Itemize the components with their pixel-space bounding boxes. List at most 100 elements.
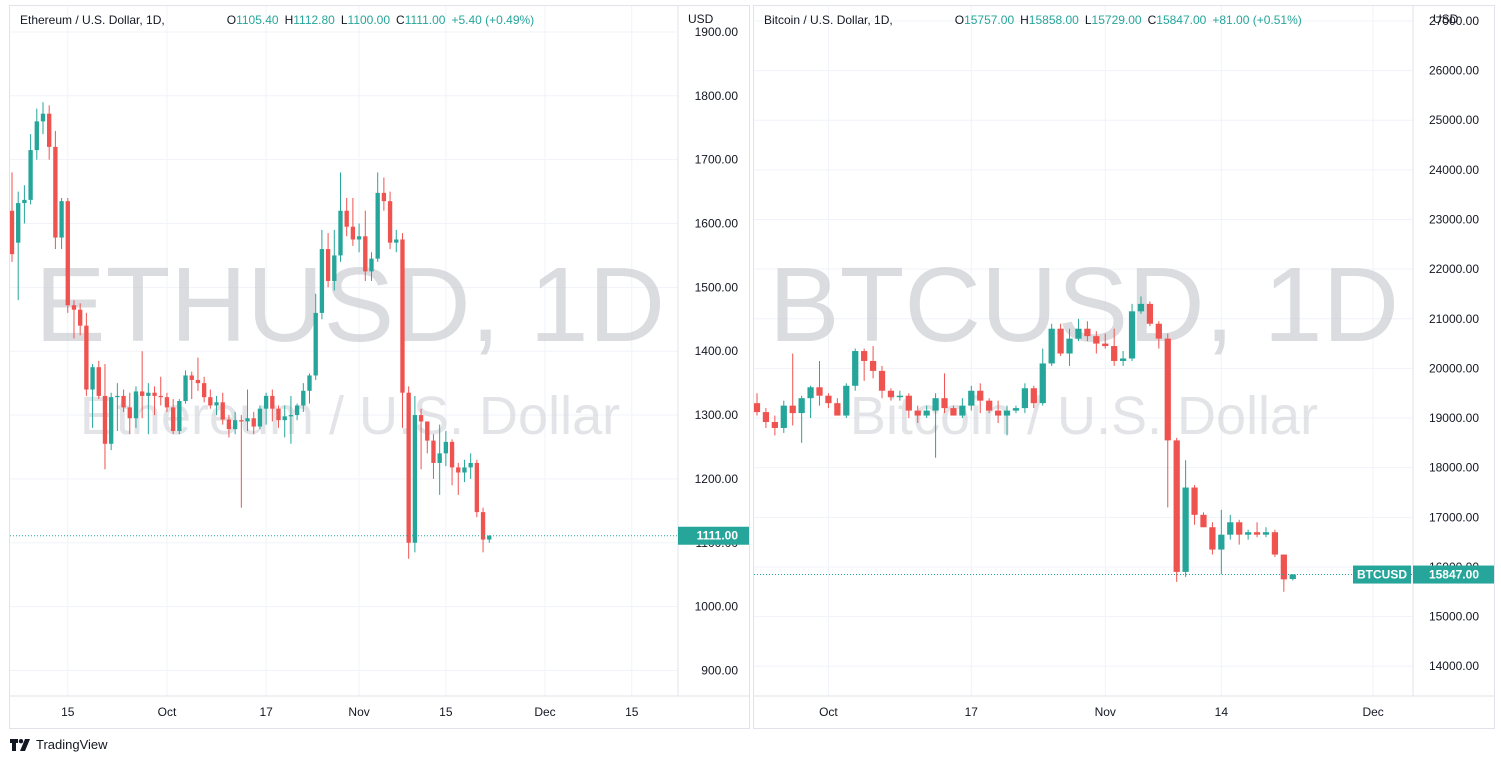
eth-x-tick-label: Dec bbox=[534, 705, 555, 719]
eth-candle-body bbox=[394, 239, 399, 243]
eth-candle-body bbox=[189, 375, 194, 380]
eth-candle-body bbox=[121, 395, 126, 408]
eth-candle-body bbox=[356, 236, 362, 240]
eth-candle-body bbox=[164, 397, 170, 408]
eth-candle-body bbox=[462, 467, 467, 473]
eth-last-price-badge bbox=[678, 526, 749, 545]
btc-candle-body bbox=[1164, 338, 1171, 441]
btc-last-price-label: 15847.00 bbox=[1429, 568, 1479, 582]
btc-chart-panel[interactable]: BTCUSD, 1D Bitcoin / U.S. Dollar 27000.00 2… bbox=[753, 5, 1495, 729]
eth-candle-body bbox=[214, 402, 219, 406]
btc-candle-body bbox=[1084, 328, 1091, 337]
eth-candle-body bbox=[239, 420, 244, 422]
eth-candle-body bbox=[22, 199, 27, 204]
eth-candle-body bbox=[425, 421, 430, 441]
btc-candle-body bbox=[825, 395, 832, 404]
btc-candle-body bbox=[968, 390, 975, 406]
btc-candle-body bbox=[1191, 487, 1198, 515]
eth-candle-body bbox=[319, 249, 325, 313]
eth-candle-body bbox=[245, 418, 250, 422]
btc-candle-body bbox=[1155, 323, 1162, 339]
btc-x-tick-label: 17 bbox=[965, 705, 979, 719]
eth-candle-body bbox=[443, 441, 449, 454]
eth-x-tick-label: Nov bbox=[348, 705, 369, 719]
eth-candle-body bbox=[406, 392, 411, 543]
eth-currency-label: USD bbox=[688, 12, 714, 26]
btc-candle-body bbox=[852, 351, 859, 386]
btc-high-value: 15858.00 bbox=[1028, 13, 1079, 27]
eth-candle-body bbox=[449, 441, 455, 468]
eth-candle-body bbox=[387, 201, 393, 243]
eth-candle-body bbox=[201, 383, 207, 398]
eth-y-tick-label: 1000.00 bbox=[695, 600, 739, 614]
eth-candle-body bbox=[400, 239, 405, 393]
eth-candle-body bbox=[152, 392, 157, 396]
btc-y-tick-label: 22000.00 bbox=[1429, 262, 1479, 276]
eth-y-tick-label: 900.00 bbox=[701, 663, 738, 677]
btc-y-tick-label: 17000.00 bbox=[1429, 510, 1479, 524]
eth-chart-panel[interactable]: ETHUSD, 1D Ethereum / U.S. Dollar 1900.00 1… bbox=[9, 5, 750, 729]
eth-candle-body bbox=[301, 390, 306, 406]
btc-candle-body bbox=[771, 422, 778, 428]
eth-y-tick-label: 1400.00 bbox=[695, 344, 739, 358]
eth-y-tick-label: 1700.00 bbox=[695, 153, 739, 167]
eth-candle-body bbox=[84, 325, 89, 390]
btc-candle-body bbox=[977, 390, 984, 401]
btc-candle-body bbox=[834, 403, 841, 416]
btc-change-value: +81.00 (+0.51%) bbox=[1212, 13, 1302, 27]
btc-symbol-badge-label: BTCUSD bbox=[1357, 568, 1407, 582]
btc-candle-body bbox=[986, 400, 993, 411]
btc-candle-body bbox=[1289, 574, 1296, 580]
eth-candle-body bbox=[59, 201, 64, 238]
btc-symbol-label: Bitcoin / U.S. Dollar, 1D, bbox=[764, 13, 893, 27]
eth-candle-body bbox=[381, 192, 387, 202]
btc-candle-body bbox=[1048, 328, 1055, 364]
btc-candle-body bbox=[789, 405, 796, 414]
eth-chart-canvas[interactable]: ETHUSD, 1D Ethereum / U.S. Dollar 1900.00 1… bbox=[10, 6, 749, 728]
btc-candle-body bbox=[905, 395, 912, 411]
eth-candle-body bbox=[282, 416, 287, 421]
eth-y-tick-label: 1800.00 bbox=[695, 89, 739, 103]
eth-candle-body bbox=[139, 391, 145, 396]
btc-candle-body bbox=[1146, 303, 1154, 324]
eth-candle-body bbox=[146, 392, 151, 396]
eth-ohlc-legend: Ethereum / U.S. Dollar, 1D, O1105.40 H1112… bbox=[20, 13, 535, 27]
eth-candle-body bbox=[232, 420, 238, 430]
brand-label: TradingView bbox=[36, 737, 108, 752]
eth-candle-body bbox=[133, 391, 139, 419]
eth-y-tick-label: 1500.00 bbox=[695, 280, 739, 294]
btc-candle-body bbox=[923, 410, 930, 416]
eth-y-tick-label: 1600.00 bbox=[695, 217, 739, 231]
eth-candle-body bbox=[10, 210, 15, 255]
eth-candle-body bbox=[369, 258, 374, 272]
btc-y-tick-label: 26000.00 bbox=[1429, 64, 1479, 78]
eth-candle-body bbox=[437, 453, 442, 463]
eth-y-tick-label: 1200.00 bbox=[695, 472, 739, 486]
eth-candle-body bbox=[251, 418, 256, 427]
eth-candle-body bbox=[102, 395, 108, 444]
eth-open-value: 1105.40 bbox=[236, 13, 279, 27]
eth-candle-body bbox=[412, 415, 418, 543]
eth-x-tick-label: 15 bbox=[625, 705, 639, 719]
eth-candle-body bbox=[53, 146, 58, 238]
eth-candle-body bbox=[307, 375, 312, 391]
btc-candle-body bbox=[1245, 532, 1252, 535]
btc-candle-body bbox=[1030, 388, 1037, 404]
eth-high-value: 1112.80 bbox=[293, 13, 335, 27]
btc-x-tick-label: Nov bbox=[1095, 705, 1116, 719]
btc-candle-body bbox=[1111, 346, 1118, 361]
btc-candle-body bbox=[1253, 532, 1261, 535]
btc-candle-body bbox=[1102, 343, 1109, 347]
btc-low-value: 15729.00 bbox=[1091, 13, 1142, 27]
eth-candle-body bbox=[16, 203, 21, 243]
tradingview-branding[interactable]: TradingView bbox=[10, 737, 108, 752]
eth-candle-body bbox=[226, 419, 232, 430]
eth-candle-body bbox=[40, 113, 46, 122]
eth-low-value: 1100.00 bbox=[347, 13, 391, 27]
btc-candle-body bbox=[1021, 388, 1029, 409]
eth-candle-body bbox=[313, 312, 318, 376]
eth-candle-body bbox=[270, 395, 275, 409]
btc-candle-body bbox=[1280, 554, 1287, 580]
btc-chart-canvas[interactable]: BTCUSD, 1D Bitcoin / U.S. Dollar 27000.00 2… bbox=[754, 6, 1494, 728]
btc-candle-body bbox=[896, 395, 903, 398]
